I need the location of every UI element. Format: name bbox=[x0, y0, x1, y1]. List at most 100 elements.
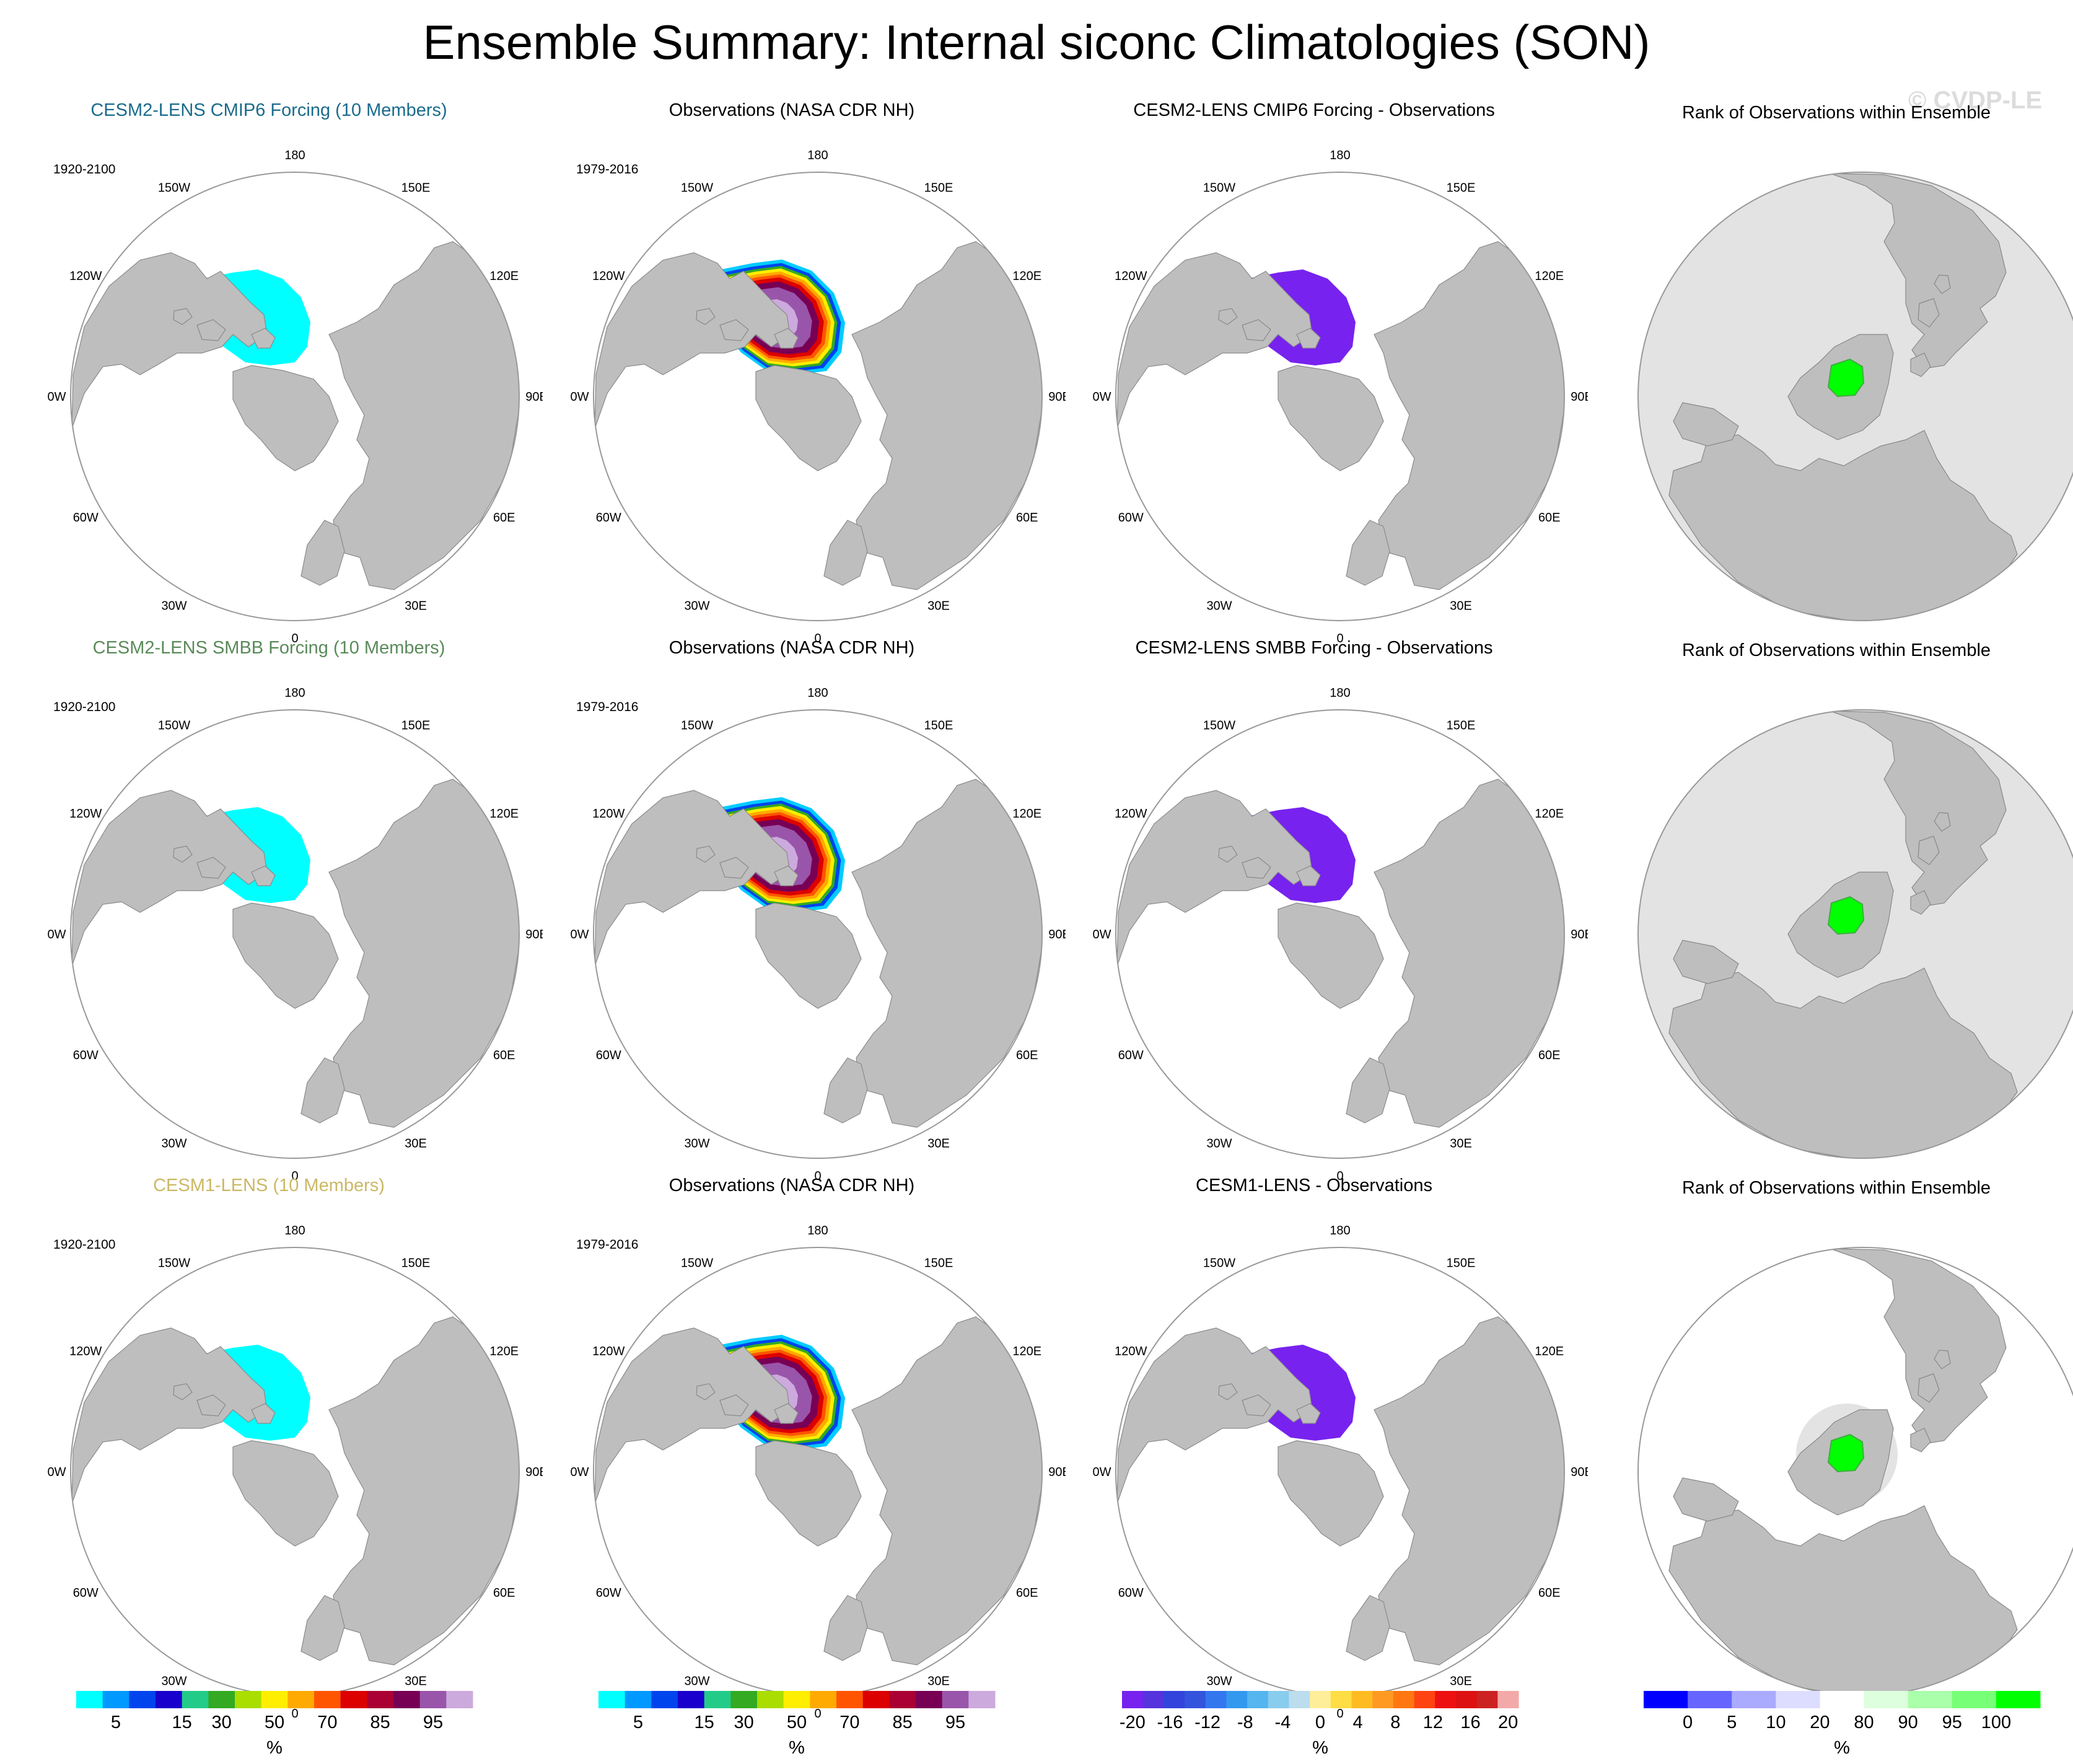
observations-title: Observations (NASA CDR NH) bbox=[668, 638, 915, 658]
land-mass bbox=[300, 520, 345, 586]
longitude-label: 150E bbox=[401, 181, 431, 194]
land-mass bbox=[1296, 1403, 1321, 1424]
longitude-label: 30W bbox=[684, 600, 709, 613]
colorbar-swatch bbox=[1268, 1691, 1289, 1708]
concentration-colorbar: 5 15 30 50 70 85 95% bbox=[595, 1690, 998, 1759]
land-mass bbox=[1218, 1383, 1238, 1400]
colorbar-tick-label: 95 bbox=[1942, 1713, 1962, 1732]
longitude-label: 30E bbox=[927, 1675, 950, 1688]
colorbar-tick-label: 15 bbox=[172, 1713, 192, 1732]
colorbar-swatch bbox=[1996, 1691, 2041, 1708]
land-mass bbox=[1116, 1327, 1313, 1504]
land-mass bbox=[1673, 1477, 1739, 1522]
colorbar-tick-label: 100 bbox=[1981, 1713, 2011, 1732]
land-mass bbox=[851, 241, 1042, 590]
longitude-label: 180 bbox=[807, 149, 828, 162]
colorbar-swatch bbox=[1476, 1691, 1498, 1708]
colorbar-swatch bbox=[419, 1691, 447, 1708]
land-mass bbox=[594, 790, 791, 967]
diff-polar-map: 180 150E 120E 90E 60E 30E 0 30W 60W 90W 120W 150W bbox=[1092, 686, 1588, 1182]
colorbar-swatch bbox=[1122, 1691, 1144, 1708]
longitude-label: 30W bbox=[1206, 1137, 1232, 1151]
land-mass bbox=[1668, 430, 2018, 621]
land-mass bbox=[1934, 1350, 1951, 1369]
colorbar-swatch bbox=[1205, 1691, 1227, 1708]
colorbar-tick-label: 85 bbox=[370, 1713, 390, 1732]
colorbar-swatch bbox=[76, 1691, 103, 1708]
land-mass bbox=[173, 308, 193, 325]
colorbar-swatch bbox=[1330, 1691, 1352, 1708]
land-mass bbox=[1218, 308, 1238, 325]
longitude-label: 60W bbox=[596, 1049, 621, 1062]
land-mass bbox=[251, 1403, 276, 1424]
watermark: © CVDP-LE bbox=[1908, 87, 2043, 114]
colorbar-swatch bbox=[1820, 1691, 1865, 1708]
colorbar-tick-label: 10 bbox=[1766, 1713, 1786, 1732]
period-label: 1920-2100 bbox=[53, 162, 116, 177]
land-mass bbox=[1673, 940, 1739, 984]
colorbar-unit: % bbox=[266, 1738, 283, 1758]
difference-title: CESM1-LENS - Observations bbox=[1196, 1176, 1432, 1195]
colorbar-swatch bbox=[1952, 1691, 1997, 1708]
colorbar-tick-label: -20 bbox=[1120, 1713, 1146, 1732]
longitude-label: 30W bbox=[1206, 1675, 1232, 1688]
land-mass bbox=[1934, 812, 1951, 832]
land-mass bbox=[1830, 710, 2007, 907]
map-panel-obs: Observations (NASA CDR NH) 1979-2016 180 15… bbox=[533, 624, 1066, 1182]
colorbar-tick-label: -4 bbox=[1274, 1713, 1291, 1732]
map-boundary bbox=[593, 172, 1043, 621]
land-mass bbox=[173, 845, 193, 863]
colorbar-swatch bbox=[1864, 1691, 1909, 1708]
rank-cluster bbox=[1827, 358, 1865, 398]
land-mass bbox=[71, 1327, 268, 1504]
land-mass bbox=[1374, 241, 1564, 590]
longitude-label: 120E bbox=[489, 269, 519, 283]
longitude-label: 60E bbox=[493, 1586, 515, 1600]
longitude-label: 60W bbox=[596, 511, 621, 525]
longitude-label: 180 bbox=[284, 149, 305, 162]
land-mass bbox=[1374, 779, 1564, 1128]
colorbar-swatch bbox=[651, 1691, 678, 1708]
longitude-label: 180 bbox=[807, 1224, 828, 1238]
longitude-label: 30W bbox=[1206, 600, 1232, 613]
longitude-label: 120E bbox=[489, 1345, 519, 1358]
colorbar-swatch bbox=[1644, 1691, 1688, 1708]
longitude-label: 150W bbox=[158, 718, 190, 732]
longitude-label: 60W bbox=[596, 1586, 621, 1600]
longitude-label: 30E bbox=[1450, 600, 1472, 613]
colorbar-swatch bbox=[446, 1691, 473, 1708]
difference-title: CESM2-LENS CMIP6 Forcing - Observations bbox=[1133, 100, 1495, 120]
longitude-label: 30W bbox=[684, 1675, 709, 1688]
period-label: 1920-2100 bbox=[53, 1238, 116, 1252]
colorbar-swatch bbox=[1226, 1691, 1248, 1708]
colorbar-swatch bbox=[757, 1691, 784, 1708]
longitude-label: 60E bbox=[493, 1049, 515, 1062]
concentration-colorbar: 5 15 30 50 70 85 95% bbox=[73, 1690, 476, 1759]
longitude-label: 120W bbox=[1115, 269, 1147, 283]
longitude-label: 120E bbox=[489, 807, 519, 821]
colorbar-tick-label: 5 bbox=[633, 1713, 643, 1732]
land-mass bbox=[1116, 252, 1313, 429]
colorbar-swatch bbox=[1732, 1691, 1776, 1708]
longitude-label: 180 bbox=[1330, 1224, 1350, 1238]
colorbar-tick-label: 0 bbox=[1683, 1713, 1693, 1732]
land-mass bbox=[251, 328, 276, 349]
longitude-label: 90E bbox=[1571, 390, 1588, 404]
land-mass bbox=[1346, 1057, 1390, 1124]
land-mass bbox=[251, 865, 276, 886]
colorbar-swatches: 5 15 30 50 70 85 95 bbox=[598, 1691, 996, 1732]
colorbar-swatch bbox=[810, 1691, 837, 1708]
colorbar-swatch bbox=[1372, 1691, 1394, 1708]
colorbar-swatch bbox=[340, 1691, 367, 1708]
land-mass bbox=[1278, 902, 1384, 1009]
colorbar-tick-label: 20 bbox=[1498, 1713, 1518, 1732]
colorbar-swatch bbox=[1351, 1691, 1373, 1708]
land-mass bbox=[1917, 298, 1940, 328]
longitude-label: 60E bbox=[1538, 1586, 1561, 1600]
land-mass bbox=[851, 1316, 1042, 1666]
longitude-label: 30E bbox=[405, 600, 427, 613]
map-panel-obs: Observations (NASA CDR NH) 1979-2016 180 15… bbox=[533, 87, 1066, 644]
difference-colorbar: -20 -16 -12 -8 -4 0 4 8 12 16 20% bbox=[1119, 1690, 1522, 1759]
land-mass bbox=[1668, 967, 2018, 1158]
longitude-label: 120E bbox=[1012, 269, 1041, 283]
